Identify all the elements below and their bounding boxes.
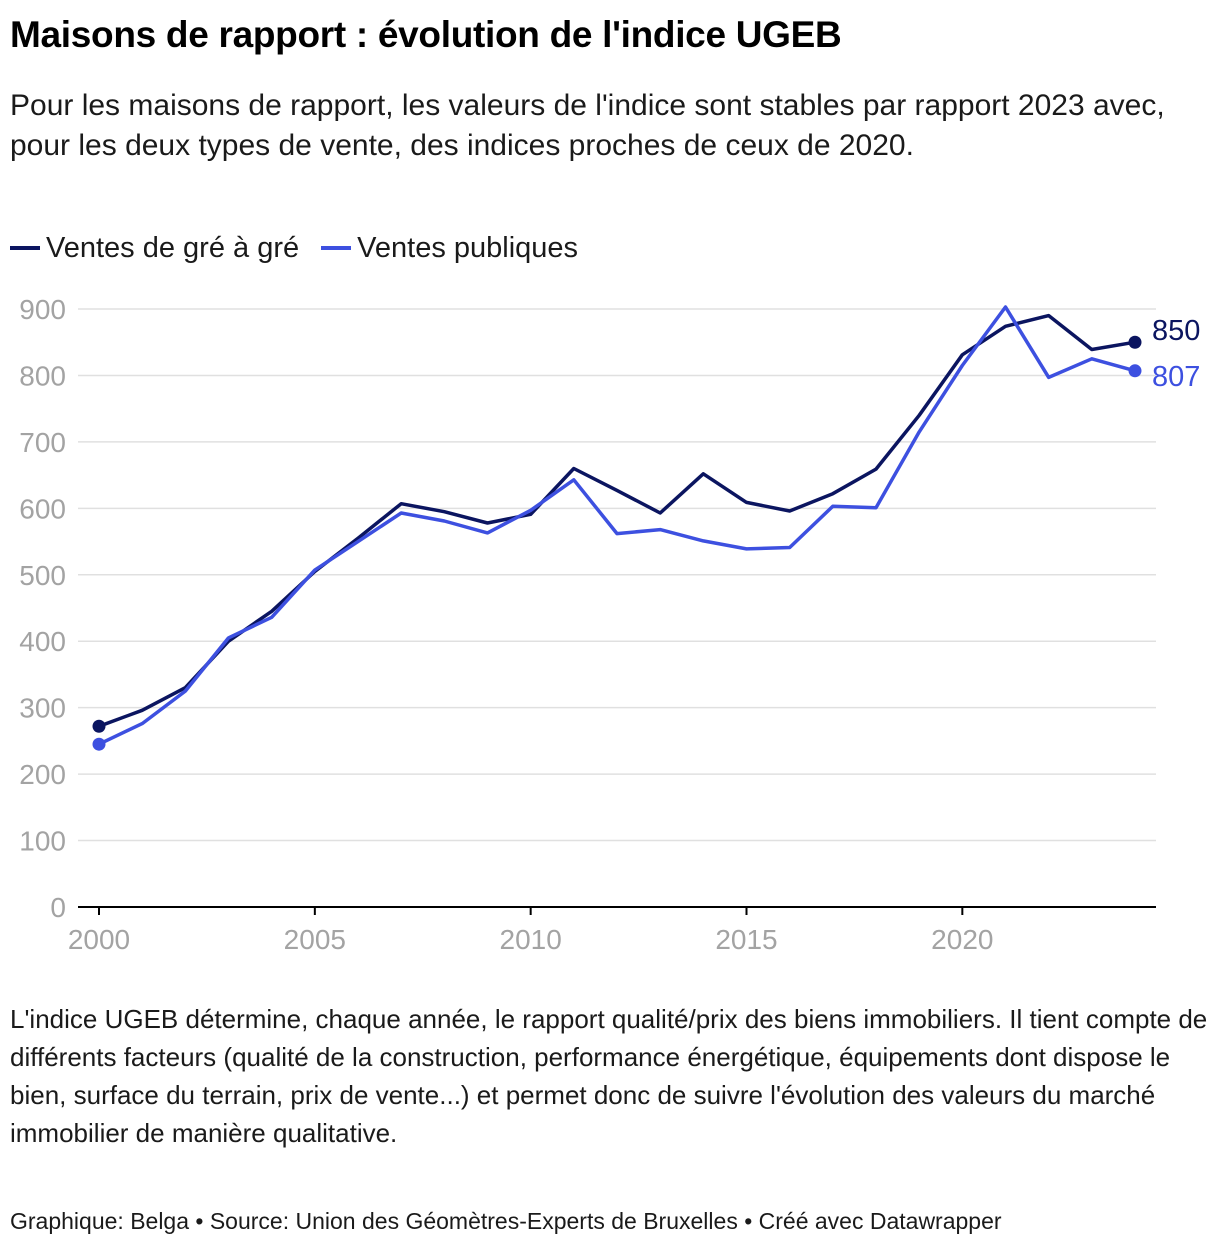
y-tick-label-200: 200 [19, 759, 66, 790]
chart-notes: L'indice UGEB détermine, chaque année, l… [10, 1004, 1208, 1148]
y-tick-label-0: 0 [50, 892, 66, 923]
series-start-dot-gre-a-gre [92, 719, 106, 733]
y-tick-label-400: 400 [19, 626, 66, 657]
series-start-dot-publiques [92, 737, 106, 751]
y-tick-label-700: 700 [19, 427, 66, 458]
x-tick-label-2010: 2010 [500, 924, 562, 955]
chart-title: Maisons de rapport : évolution de l'indi… [10, 14, 842, 55]
series-end-dot-gre-a-gre [1128, 335, 1142, 349]
y-tick-label-500: 500 [19, 560, 66, 591]
grid-layer [78, 308, 1156, 842]
series-end-label-publiques: 807 [1152, 361, 1200, 393]
legend-label-publiques: Ventes publiques [357, 231, 579, 264]
series-end-dot-publiques [1128, 364, 1142, 378]
y-tick-label-900: 900 [19, 294, 66, 325]
legend-item-gre-a-gre: Ventes de gré à gré [10, 232, 299, 265]
axis-layer: 0 100 200 300 400 500 600 700 800 900 2000 2005 2010… [19, 294, 1156, 955]
series-line-publiques [97, 305, 1137, 746]
y-tick-label-600: 600 [19, 493, 66, 524]
legend-swatch-gre-a-gre [10, 246, 40, 250]
series-line-gre-a-gre [97, 313, 1137, 729]
y-tick-label-800: 800 [19, 360, 66, 391]
y-tick-label-300: 300 [19, 693, 66, 724]
x-tick-label-2000: 2000 [68, 924, 130, 955]
legend-label-gre-a-gre: Ventes de gré à gré [46, 231, 300, 264]
legend-item-publiques: Ventes publiques [321, 232, 578, 265]
x-tick-label-2005: 2005 [284, 924, 346, 955]
y-tick-label-100: 100 [19, 826, 66, 857]
series-end-label-gre-a-gre: 850 [1152, 315, 1200, 347]
chart-footer: Graphique: Belga • Source: Union des Géo… [10, 1208, 1002, 1234]
x-tick-label-2020: 2020 [931, 924, 993, 955]
x-tick-label-2015: 2015 [715, 924, 777, 955]
legend: Ventes de gré à gré Ventes publiques [10, 230, 600, 266]
chart-subtitle: Pour les maisons de rapport, les valeurs… [10, 89, 1165, 162]
legend-swatch-publiques [321, 246, 352, 250]
line-chart: 0 100 200 300 400 500 600 700 800 900 2000 2005 2010… [19, 294, 1200, 955]
